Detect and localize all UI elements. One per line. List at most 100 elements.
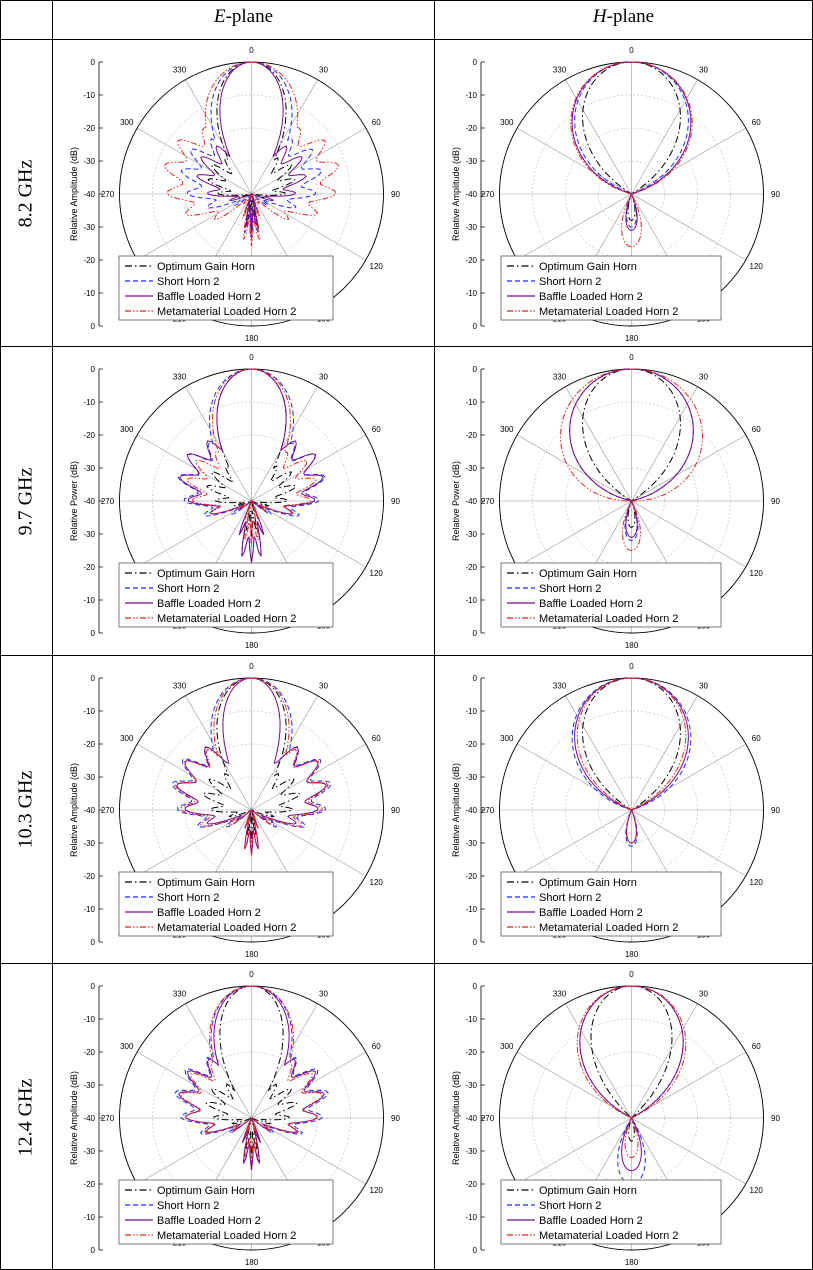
polar-chart-9-7-h: 03060901201501802102402703003300-10-20-3… <box>451 353 780 650</box>
legend-label: Short Horn 2 <box>539 892 601 904</box>
radial-tick-label: -20 <box>465 1180 477 1189</box>
radial-tick-label: -20 <box>465 431 477 440</box>
legend-label: Optimum Gain Horn <box>157 1185 255 1197</box>
radial-grid-circle <box>598 467 665 535</box>
angle-tick-label: 270 <box>101 497 115 506</box>
radial-tick-label: -30 <box>83 839 95 848</box>
radial-tick-label: -30 <box>83 157 95 166</box>
polar-chart-10-3-h: 03060901201501802102402703003300-10-20-3… <box>451 662 780 959</box>
legend-box <box>118 1179 334 1245</box>
column-header-h-plane: H-plane <box>592 6 655 27</box>
legend-label: Optimum Gain Horn <box>539 1185 637 1197</box>
angle-tick-label: 330 <box>553 65 567 74</box>
radial-grid-circle <box>185 127 318 261</box>
radial-tick-label: -40 <box>465 497 477 506</box>
angle-spoke <box>631 500 746 568</box>
radial-grid-circle <box>152 94 351 294</box>
series-line-2 <box>569 368 694 538</box>
legend-box <box>118 871 334 937</box>
angle-tick-label: 90 <box>771 497 780 506</box>
radial-axis-title: Relative Amplitude (dB) <box>451 763 461 857</box>
angle-tick-label: 90 <box>771 806 780 815</box>
radial-tick-label: -20 <box>465 256 477 265</box>
row-label-8-2-ghz: 8.2 GHz <box>14 159 37 228</box>
angle-tick-label: 270 <box>481 497 495 506</box>
angle-tick-label: 270 <box>481 806 495 815</box>
angle-tick-label: 120 <box>750 878 764 887</box>
angle-tick-label: 120 <box>370 262 384 271</box>
radial-grid-circle <box>185 434 318 568</box>
angle-tick-label: 0 <box>249 662 254 671</box>
angle-tick-label: 180 <box>245 1258 259 1267</box>
radial-tick-label: -10 <box>83 905 95 914</box>
angle-tick-label: 0 <box>629 353 634 362</box>
radial-grid-circle <box>565 743 698 877</box>
legend-label: Metamaterial Loaded Horn 2 <box>157 306 296 318</box>
radial-tick-label: -20 <box>465 563 477 572</box>
radial-tick-label: -30 <box>465 1147 477 1156</box>
angle-tick-label: 120 <box>370 569 384 578</box>
radial-tick-label: -10 <box>83 1015 95 1024</box>
angle-tick-label: 330 <box>173 989 187 998</box>
radial-tick-label: 0 <box>91 365 96 374</box>
column-divider <box>434 0 435 1270</box>
radial-tick-label: -10 <box>83 1213 95 1222</box>
series-line-0 <box>202 677 301 843</box>
radial-tick-label: -40 <box>465 190 477 199</box>
radial-tick-label: -10 <box>83 398 95 407</box>
legend-label: Short Horn 2 <box>539 276 601 288</box>
radial-tick-label: -20 <box>83 563 95 572</box>
angle-tick-label: 60 <box>752 1042 761 1051</box>
radial-tick-label: 0 <box>473 1246 478 1255</box>
radial-axis-title: Relative Amplitude (dB) <box>69 763 79 857</box>
legend-label: Optimum Gain Horn <box>539 877 637 889</box>
angle-spoke <box>251 127 366 195</box>
angle-tick-label: 330 <box>173 65 187 74</box>
radial-tick-label: -20 <box>465 740 477 749</box>
angle-tick-label: 270 <box>101 806 115 815</box>
legend-box <box>500 871 722 937</box>
series-line-0 <box>206 368 297 537</box>
angle-tick-label: 0 <box>249 970 254 979</box>
column-divider <box>52 0 53 1270</box>
radial-tick-label: -10 <box>465 707 477 716</box>
radial-tick-label: -30 <box>465 530 477 539</box>
radial-tick-label: -30 <box>83 1081 95 1090</box>
legend-label: Optimum Gain Horn <box>157 261 255 273</box>
radial-tick-label: -10 <box>83 596 95 605</box>
legend-label: Optimum Gain Horn <box>157 877 255 889</box>
series-line-1 <box>574 61 689 228</box>
row-label-12-4-ghz: 12.4 GHz <box>14 1078 37 1157</box>
angle-tick-label: 60 <box>372 425 381 434</box>
radial-tick-label: 0 <box>473 58 478 67</box>
radial-grid-circle <box>152 710 351 910</box>
legend-label: Baffle Loaded Horn 2 <box>539 598 643 610</box>
radial-grid-circle <box>532 401 731 601</box>
radial-tick-label: -20 <box>83 740 95 749</box>
angle-tick-label: 180 <box>625 1258 639 1267</box>
series-line-2 <box>571 61 692 231</box>
legend-label: Metamaterial Loaded Horn 2 <box>539 922 678 934</box>
series-line-3 <box>576 677 687 844</box>
radial-grid-circle <box>532 710 731 910</box>
polar-chart-8-2-h: 03060901201501802102402703003300-10-20-3… <box>451 46 780 343</box>
angle-tick-label: 90 <box>391 190 400 199</box>
angle-tick-label: 90 <box>391 497 400 506</box>
polar-chart-12-4-h: 03060901201501802102402703003300-10-20-3… <box>451 970 780 1267</box>
radial-tick-label: -10 <box>83 707 95 716</box>
angle-tick-label: 30 <box>319 989 328 998</box>
radial-tick-label: -10 <box>465 1015 477 1024</box>
legend-label: Metamaterial Loaded Horn 2 <box>539 1230 678 1242</box>
radial-axis-title: Relative Amplitude (dB) <box>69 1071 79 1165</box>
series-line-0 <box>205 985 298 1157</box>
angle-tick-label: 0 <box>629 662 634 671</box>
row-divider <box>0 963 813 964</box>
angle-tick-label: 300 <box>500 734 514 743</box>
radial-tick-label: 0 <box>91 322 96 331</box>
angle-tick-label: 30 <box>699 989 708 998</box>
angle-spoke <box>185 79 252 195</box>
legend-label: Baffle Loaded Horn 2 <box>539 291 643 303</box>
angle-tick-label: 270 <box>481 190 495 199</box>
row-divider <box>0 655 813 656</box>
radial-grid-circle <box>152 401 351 601</box>
